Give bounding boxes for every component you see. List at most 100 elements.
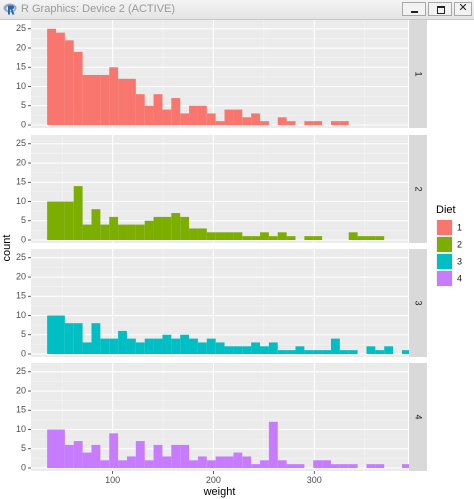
histogram-bar [197,105,207,125]
histogram-bar [73,186,83,240]
histogram-bar [295,346,305,354]
histogram-bar [375,464,385,468]
histogram-bar [286,236,296,240]
histogram-bar [277,117,287,125]
x-tick-label: 300 [307,475,322,485]
y-tick-label: 25 [16,23,26,33]
histogram-bar [268,421,278,468]
y-tick-label: 0 [21,348,26,358]
histogram-bar [304,236,314,240]
histogram-bar [144,338,154,354]
facet-strip-label: 4 [414,414,424,419]
histogram-bar [64,40,74,125]
histogram-bar [144,105,154,125]
maximize-button[interactable] [428,2,452,16]
histogram-bar [171,213,181,240]
histogram-bar [348,350,358,354]
histogram-bar [260,232,269,240]
histogram-bar [55,32,65,125]
histogram-bar [144,460,154,468]
histogram-bar [206,460,216,468]
y-tick-label: 20 [16,157,26,167]
title-bar[interactable]: R Graphics: Device 2 (ACTIVE) ✕ [0,0,474,20]
histogram-bar [73,323,83,354]
histogram-bar [153,338,163,354]
histogram-bar [348,464,358,468]
histogram-bar [91,209,101,240]
histogram-bar [82,74,92,125]
facet-strip [409,20,427,128]
histogram-bar [73,51,83,126]
y-tick-label: 0 [21,234,26,244]
histogram-bar [55,201,65,240]
histogram-bar [162,109,172,125]
histogram-bar [215,232,225,240]
histogram-bar [135,224,145,240]
facet-strip-label: 3 [414,300,424,305]
y-tick-label: 20 [16,42,26,52]
facet-strip-label: 1 [414,71,424,76]
minimize-button[interactable] [402,2,426,16]
histogram-bar [375,236,385,240]
histogram-bar [242,456,252,468]
histogram-bar [206,232,216,240]
maximize-icon [437,6,445,14]
histogram-bar [100,460,110,468]
close-button[interactable]: ✕ [454,2,472,16]
histogram-bar [64,323,74,354]
histogram-bar [304,350,314,354]
histogram-bar [242,236,252,240]
y-tick-label: 15 [16,62,26,72]
histogram-bar [47,315,56,354]
y-tick-label: 0 [21,119,26,129]
histogram-bar [47,201,56,240]
histogram-bar [277,460,287,468]
histogram-bar [109,216,119,240]
histogram-bar [313,460,323,468]
histogram-bar [171,98,181,125]
histogram-bar [100,224,110,240]
y-tick-label: 10 [16,310,26,320]
histogram-bar [189,105,198,125]
y-tick-label: 25 [16,366,26,376]
histogram-bar [180,334,190,354]
y-tick-label: 15 [16,177,26,187]
histogram-bar [251,236,261,240]
histogram-bar [135,94,145,125]
histogram-bar [233,109,243,125]
histogram-bar [180,113,190,125]
histogram-bar [313,350,323,354]
histogram-bar [109,433,119,468]
histogram-bar [366,464,376,468]
y-tick-label: 10 [16,196,26,206]
histogram-bar [330,464,340,468]
facet-panel-3: 3 0 5 10 15 20 25 [16,249,427,358]
histogram-bar [118,224,127,240]
y-tick-label: 20 [16,271,26,281]
y-tick-label: 10 [16,81,26,91]
histogram-bar [82,342,92,354]
histogram-bar [206,338,216,354]
histogram-bar [260,460,269,468]
histogram-bar [233,452,243,468]
histogram-bar [330,338,340,354]
legend-label: 2 [457,239,462,249]
histogram-bar [268,342,278,354]
legend-key [437,254,452,269]
histogram-bar [401,464,411,468]
histogram-bar [126,456,136,468]
histogram-bar [224,456,234,468]
facet-strip [409,363,427,471]
y-tick-label: 15 [16,291,26,301]
histogram-bar [47,28,56,125]
y-tick-label: 25 [16,252,26,262]
histogram-bar [126,78,136,125]
histogram-bar [153,216,163,240]
histogram-bar [215,342,225,354]
histogram-bar [144,220,154,240]
histogram-bar [215,456,225,468]
